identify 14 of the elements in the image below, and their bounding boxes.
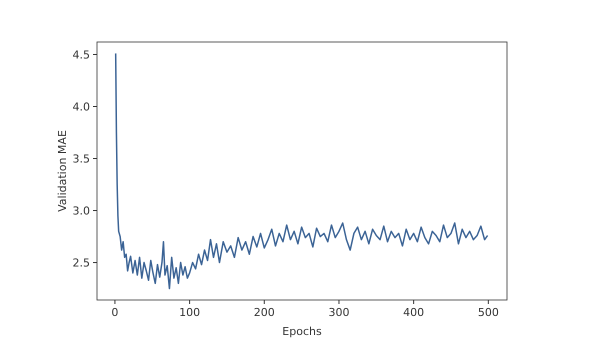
y-tick-label: 4.5 [72,48,90,62]
y-tick-label: 3.5 [72,152,90,166]
x-tick-label: 200 [254,306,275,319]
line-series [114,52,488,290]
x-tick-label: 100 [179,306,200,319]
x-tick-label: 400 [403,306,424,319]
y-tick-label: 3.0 [72,204,90,218]
x-tick-label: 300 [328,306,350,319]
x-tick-label: 500 [478,306,499,319]
y-tick-label: 4.0 [72,100,90,114]
y-tick-label: 2.5 [72,256,90,270]
y-axis-title: Validation MAE [56,130,69,212]
x-axis-title: Epochs [282,325,322,338]
x-tick-label: 0 [111,306,118,319]
